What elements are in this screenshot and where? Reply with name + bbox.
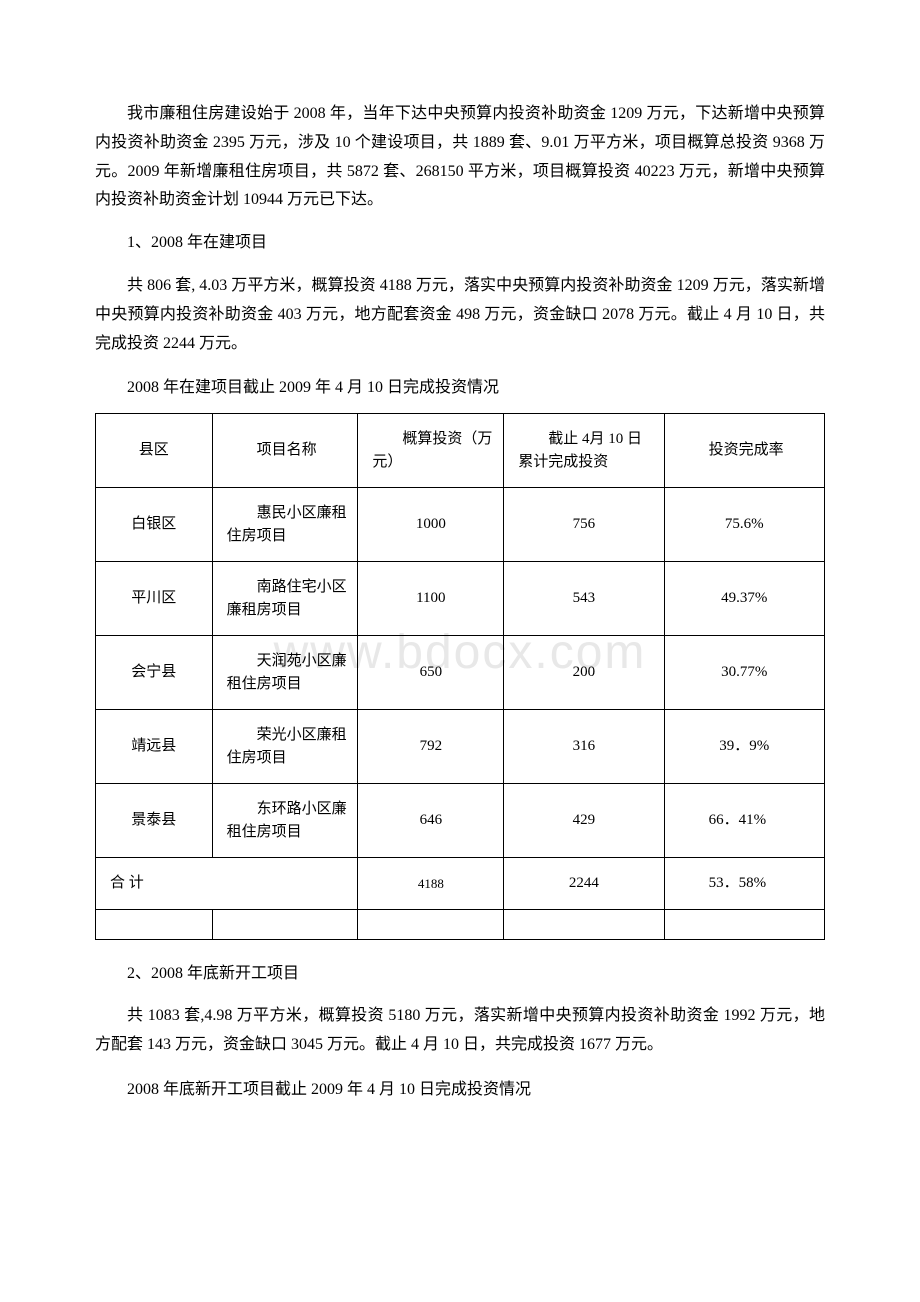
cell-completed: 200	[504, 636, 664, 710]
cell-project: 南路住宅小区廉租房项目	[212, 562, 358, 636]
cell-completed: 316	[504, 710, 664, 784]
table-header-row: 县区 项目名称 概算投资（万元） 截止 4月 10 日累计完成投资 投资完成率	[96, 414, 825, 488]
table1-caption: 2008 年在建项目截止 2009 年 4 月 10 日完成投资情况	[95, 374, 825, 403]
cell-county: 靖远县	[96, 710, 213, 784]
paragraph-intro: 我市廉租住房建设始于 2008 年，当年下达中央预算内投资补助资金 1209 万…	[95, 100, 825, 215]
header-county: 县区	[96, 414, 213, 488]
cell-county: 平川区	[96, 562, 213, 636]
table-row: 景泰县 东环路小区廉租住房项目 646 429 66．41%	[96, 784, 825, 858]
empty-cell	[664, 909, 824, 939]
header-completed: 截止 4月 10 日累计完成投资	[504, 414, 664, 488]
table2-caption: 2008 年底新开工项目截止 2009 年 4 月 10 日完成投资情况	[95, 1076, 825, 1105]
cell-project: 东环路小区廉租住房项目	[212, 784, 358, 858]
cell-rate: 49.37%	[664, 562, 824, 636]
table-empty-row	[96, 909, 825, 939]
section-heading-2: 2、2008 年底新开工项目	[95, 960, 825, 989]
cell-total-budget: 4188	[358, 858, 504, 910]
investment-table-2008: 县区 项目名称 概算投资（万元） 截止 4月 10 日累计完成投资 投资完成率 …	[95, 413, 825, 940]
empty-cell	[358, 909, 504, 939]
cell-rate: 66．41%	[664, 784, 824, 858]
cell-budget: 646	[358, 784, 504, 858]
cell-completed: 543	[504, 562, 664, 636]
paragraph-section2: 共 1083 套,4.98 万平方米，概算投资 5180 万元，落实新增中央预算…	[95, 1002, 825, 1060]
header-project: 项目名称	[212, 414, 358, 488]
cell-completed: 429	[504, 784, 664, 858]
cell-total-completed: 2244	[504, 858, 664, 910]
header-rate: 投资完成率	[664, 414, 824, 488]
cell-budget: 650	[358, 636, 504, 710]
empty-cell	[212, 909, 358, 939]
table-row: 会宁县 天润苑小区廉租住房项目 650 200 30.77%	[96, 636, 825, 710]
section-heading-1: 1、2008 年在建项目	[95, 229, 825, 258]
cell-budget: 792	[358, 710, 504, 784]
cell-total-rate: 53．58%	[664, 858, 824, 910]
cell-county: 白银区	[96, 488, 213, 562]
cell-project: 天润苑小区廉租住房项目	[212, 636, 358, 710]
document-content: 我市廉租住房建设始于 2008 年，当年下达中央预算内投资补助资金 1209 万…	[95, 100, 825, 1105]
paragraph-section1: 共 806 套, 4.03 万平方米，概算投资 4188 万元，落实中央预算内投…	[95, 272, 825, 358]
cell-rate: 39．9%	[664, 710, 824, 784]
cell-rate: 75.6%	[664, 488, 824, 562]
empty-cell	[504, 909, 664, 939]
header-budget: 概算投资（万元）	[358, 414, 504, 488]
cell-rate: 30.77%	[664, 636, 824, 710]
cell-county: 景泰县	[96, 784, 213, 858]
table-row: 白银区 惠民小区廉租住房项目 1000 756 75.6%	[96, 488, 825, 562]
empty-cell	[96, 909, 213, 939]
cell-project: 荣光小区廉租住房项目	[212, 710, 358, 784]
cell-county: 会宁县	[96, 636, 213, 710]
cell-completed: 756	[504, 488, 664, 562]
table-total-row: 合 计 4188 2244 53．58%	[96, 858, 825, 910]
table-row: 平川区 南路住宅小区廉租房项目 1100 543 49.37%	[96, 562, 825, 636]
table-row: 靖远县 荣光小区廉租住房项目 792 316 39．9%	[96, 710, 825, 784]
cell-budget: 1000	[358, 488, 504, 562]
cell-project: 惠民小区廉租住房项目	[212, 488, 358, 562]
cell-total-label: 合 计	[96, 858, 358, 910]
cell-budget: 1100	[358, 562, 504, 636]
